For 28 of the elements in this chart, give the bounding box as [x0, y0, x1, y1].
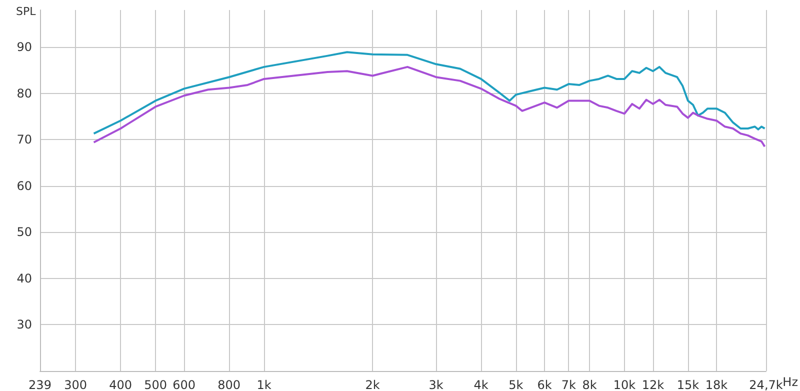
y-axis-title: SPL: [16, 5, 37, 18]
x-tick-label: 15k: [676, 378, 700, 391]
x-tick-label: 12k: [642, 378, 664, 391]
x-tick-label: 2k: [365, 378, 380, 391]
y-tick-label: 90: [16, 40, 32, 54]
x-tick-label: 239: [28, 378, 52, 391]
y-tick-label: 30: [16, 318, 32, 332]
x-tick-label: 7k: [561, 378, 576, 391]
y-tick-label: 50: [16, 225, 32, 240]
y-tick-label: 70: [16, 132, 32, 147]
x-tick-label: 8k: [582, 378, 597, 391]
y-tick-label: 80: [16, 86, 32, 100]
x-tick-label: 24,7k: [749, 378, 783, 391]
x-tick-label: 18k: [705, 378, 728, 391]
x-tick-label: 6k: [537, 378, 552, 391]
y-tick-label: 60: [16, 178, 32, 193]
x-tick-label: 300: [64, 378, 88, 391]
x-tick-label: 500: [144, 378, 167, 391]
x-tick-label: 800: [218, 378, 241, 391]
x-axis-title: Hz: [782, 375, 798, 389]
x-tick-label: 600: [172, 378, 196, 391]
x-tick-label: 400: [109, 378, 132, 391]
x-tick-label: 3k: [428, 378, 444, 391]
x-tick-label: 5k: [508, 378, 524, 391]
x-tick-label: 10k: [613, 378, 636, 391]
y-tick-label: 40: [16, 271, 32, 286]
x-tick-label: 1k: [256, 378, 272, 391]
x-tick-label: 4k: [474, 378, 488, 391]
